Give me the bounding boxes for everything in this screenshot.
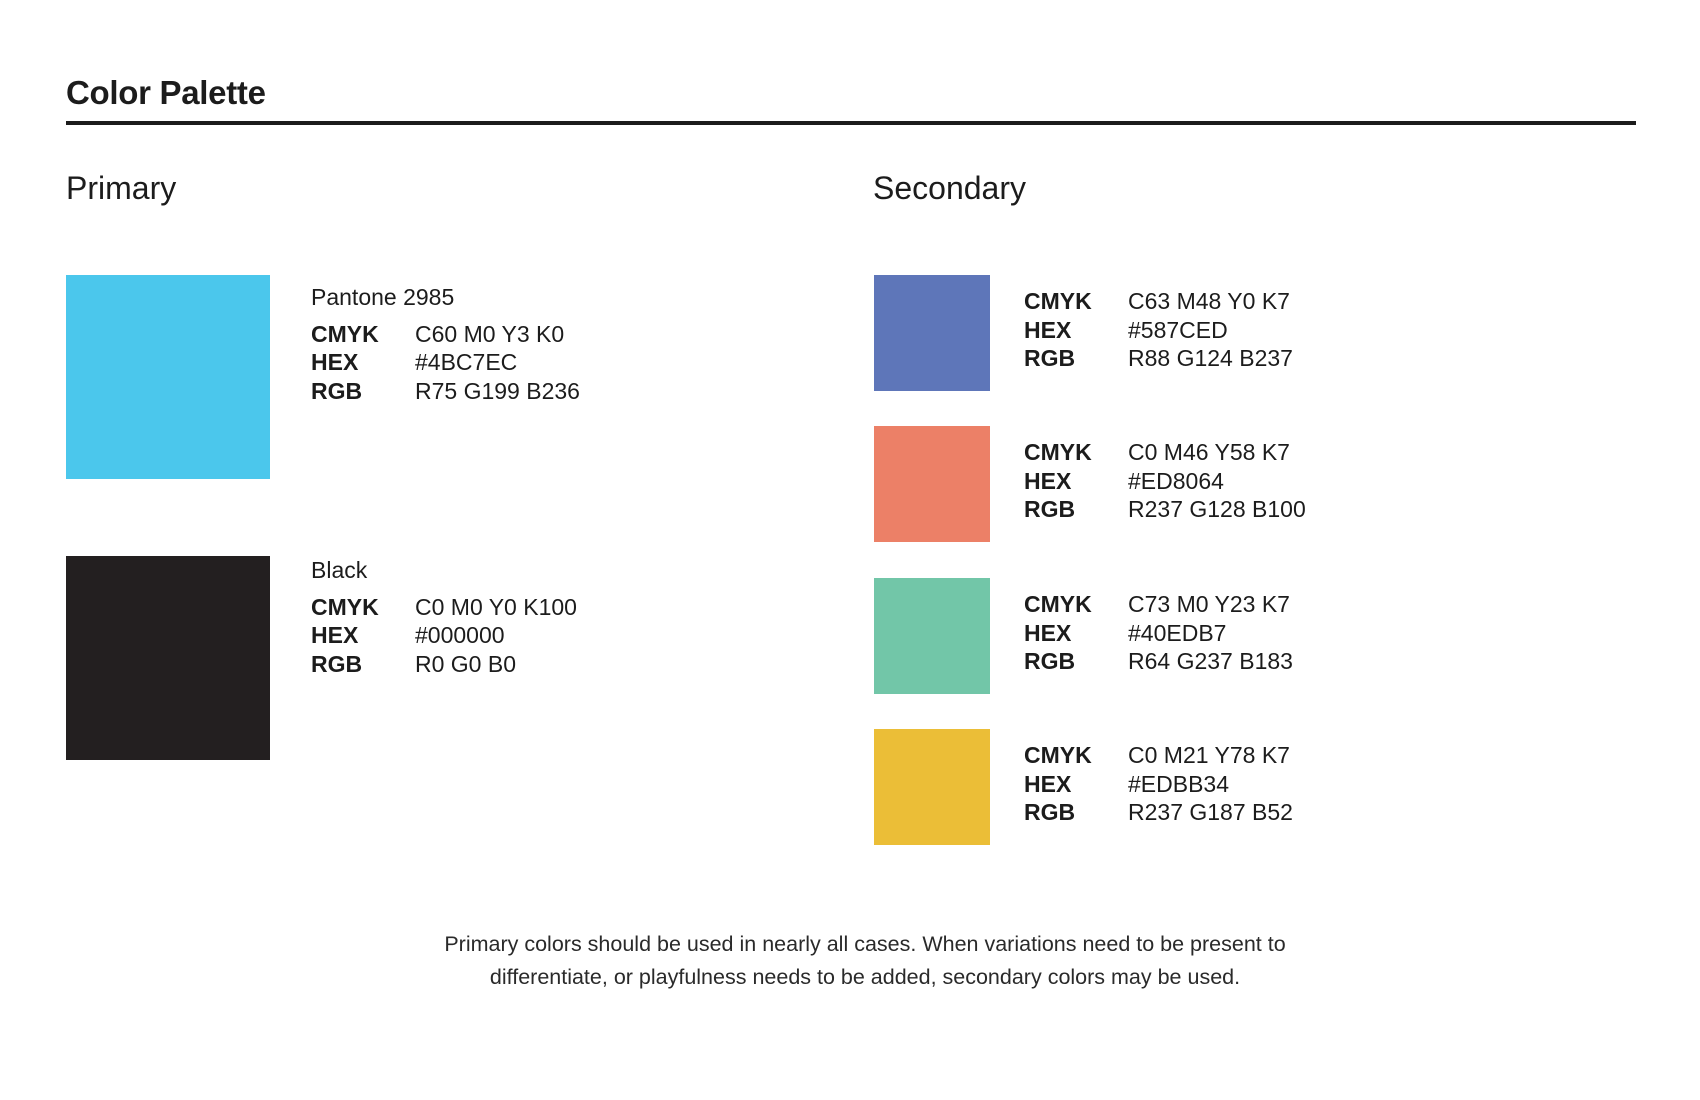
swatch-specs: CMYK C63 M48 Y0 K7 HEX #587CED RGB R88 G… [1024,287,1293,373]
swatch-specs: Black CMYK C0 M0 Y0 K100 HEX #000000 RGB… [311,556,577,678]
hex-row: HEX #4BC7EC [311,348,580,377]
hex-label: HEX [311,349,359,375]
usage-note-line-1: Primary colors should be used in nearly … [444,932,1286,956]
hex-value: #587CED [1128,316,1228,343]
swatch-specs: CMYK C0 M21 Y78 K7 HEX #EDBB34 RGB R237 … [1024,741,1293,827]
swatch-name: Black [311,557,368,583]
page-title: Color Palette [66,74,266,111]
hex-row: HEX #EDBB34 [1024,770,1293,799]
color-chip [874,275,990,391]
hex-label: HEX [311,622,359,648]
cmyk-value: C63 M48 Y0 K7 [1128,288,1290,314]
rgb-row: RGB R237 G128 B100 [1024,495,1306,524]
rgb-label: RGB [1024,345,1076,371]
hex-value: #EDBB34 [1128,770,1230,797]
rgb-label: RGB [1024,648,1076,674]
cmyk-label: CMYK [1024,288,1092,314]
swatch-specs: Pantone 2985 CMYK C60 M0 Y3 K0 HEX #4BC7… [311,283,580,405]
hex-value: #4BC7EC [415,349,518,375]
cmyk-label: CMYK [1024,591,1092,617]
color-chip [874,426,990,542]
cmyk-value: C60 M0 Y3 K0 [415,320,565,347]
hex-label: HEX [1024,619,1072,646]
cmyk-label: CMYK [311,320,379,347]
cmyk-label: CMYK [1024,439,1092,465]
hex-label: HEX [1024,467,1072,494]
hex-value: #000000 [415,622,505,648]
color-chip [874,578,990,694]
primary-heading: Primary [66,170,177,206]
title-divider [66,121,1636,125]
hex-label: HEX [1024,316,1072,343]
rgb-label: RGB [311,650,363,677]
hex-row: HEX #587CED [1024,316,1293,345]
color-chip [66,275,270,479]
usage-note-line-2: differentiate, or playfulness needs to b… [489,965,1241,989]
rgb-row: RGB R0 G0 B0 [311,650,577,679]
cmyk-label: CMYK [1024,742,1092,768]
rgb-row: RGB R64 G237 B183 [1024,647,1293,676]
rgb-row: RGB R237 G187 B52 [1024,798,1293,827]
rgb-row: RGB R75 G199 B236 [311,377,580,406]
hex-row: HEX #40EDB7 [1024,619,1293,648]
usage-note: Primary colors should be used in nearly … [300,928,1430,994]
rgb-label: RGB [311,377,363,404]
rgb-value: R237 G128 B100 [1128,496,1306,522]
hex-row: HEX #000000 [311,621,577,650]
cmyk-row: CMYK C0 M46 Y58 K7 [1024,438,1306,467]
swatch-specs: CMYK C0 M46 Y58 K7 HEX #ED8064 RGB R237 … [1024,438,1306,524]
rgb-value: R0 G0 B0 [415,650,516,677]
rgb-label: RGB [1024,799,1076,825]
swatch-specs: CMYK C73 M0 Y23 K7 HEX #40EDB7 RGB R64 G… [1024,590,1293,676]
rgb-label: RGB [1024,496,1076,522]
color-chip [66,556,270,760]
hex-value: #40EDB7 [1128,619,1227,646]
cmyk-row: CMYK C63 M48 Y0 K7 [1024,287,1293,316]
color-chip [874,729,990,845]
cmyk-row: CMYK C73 M0 Y23 K7 [1024,590,1293,619]
cmyk-value: C0 M46 Y58 K7 [1128,439,1290,465]
rgb-value: R237 G187 B52 [1128,799,1293,825]
cmyk-value: C0 M0 Y0 K100 [415,593,577,620]
cmyk-value: C0 M21 Y78 K7 [1128,742,1290,768]
hex-value: #ED8064 [1128,467,1224,494]
cmyk-row: CMYK C0 M0 Y0 K100 [311,593,577,622]
rgb-row: RGB R88 G124 B237 [1024,344,1293,373]
swatch-name: Pantone 2985 [311,284,455,310]
hex-row: HEX #ED8064 [1024,467,1306,496]
hex-label: HEX [1024,770,1072,797]
cmyk-label: CMYK [311,593,379,620]
rgb-value: R64 G237 B183 [1128,648,1293,674]
cmyk-value: C73 M0 Y23 K7 [1128,591,1290,617]
secondary-heading: Secondary [873,170,1026,206]
cmyk-row: CMYK C0 M21 Y78 K7 [1024,741,1293,770]
rgb-value: R88 G124 B237 [1128,345,1293,371]
cmyk-row: CMYK C60 M0 Y3 K0 [311,320,580,349]
rgb-value: R75 G199 B236 [415,377,580,404]
